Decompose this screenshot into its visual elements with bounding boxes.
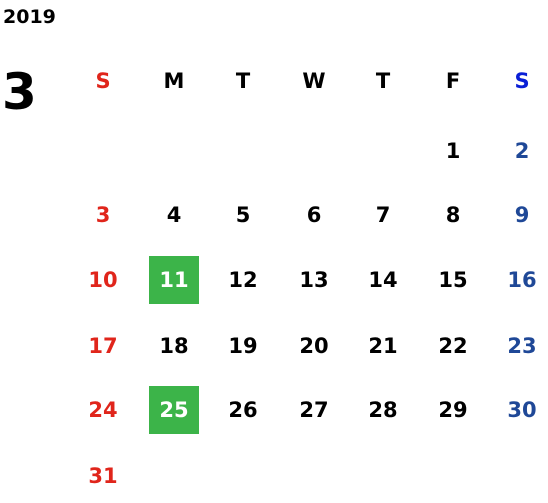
day[interactable]: 21 — [368, 334, 398, 358]
day[interactable]: 29 — [438, 398, 468, 422]
day[interactable]: 23 — [507, 334, 537, 358]
weekday-header: S — [514, 69, 530, 93]
day[interactable]: 17 — [88, 334, 118, 358]
day[interactable]: 30 — [507, 398, 537, 422]
day[interactable]: 26 — [228, 398, 258, 422]
day[interactable]: 7 — [375, 203, 391, 227]
day[interactable]: 4 — [166, 203, 182, 227]
weekday-header: F — [445, 69, 461, 93]
day[interactable]: 27 — [299, 398, 329, 422]
day[interactable]: 14 — [368, 268, 398, 292]
day[interactable]: 3 — [95, 203, 111, 227]
day[interactable]: 16 — [507, 268, 537, 292]
day[interactable]: 9 — [514, 203, 530, 227]
weekday-header: T — [235, 69, 251, 93]
day[interactable]: 28 — [368, 398, 398, 422]
day[interactable]: 18 — [159, 334, 189, 358]
month: 3 — [2, 63, 37, 121]
weekday-header: W — [302, 69, 326, 93]
day[interactable]: 5 — [235, 203, 251, 227]
day[interactable]: 1 — [445, 139, 461, 163]
day[interactable]: 13 — [299, 268, 329, 292]
day[interactable]: 15 — [438, 268, 468, 292]
day[interactable]: 2 — [514, 139, 530, 163]
weekday-header: T — [375, 69, 391, 93]
highlighted-day[interactable]: 11 — [149, 256, 199, 304]
day[interactable]: 24 — [88, 398, 118, 422]
day[interactable]: 22 — [438, 334, 468, 358]
year: 2019 — [3, 6, 56, 28]
weekday-header: S — [95, 69, 111, 93]
day[interactable]: 19 — [228, 334, 258, 358]
day[interactable]: 20 — [299, 334, 329, 358]
day[interactable]: 10 — [88, 268, 118, 292]
day[interactable]: 12 — [228, 268, 258, 292]
day[interactable]: 8 — [445, 203, 461, 227]
day[interactable]: 6 — [306, 203, 322, 227]
highlighted-day[interactable]: 25 — [149, 386, 199, 434]
day[interactable]: 31 — [88, 464, 118, 488]
weekday-header: M — [163, 69, 185, 93]
